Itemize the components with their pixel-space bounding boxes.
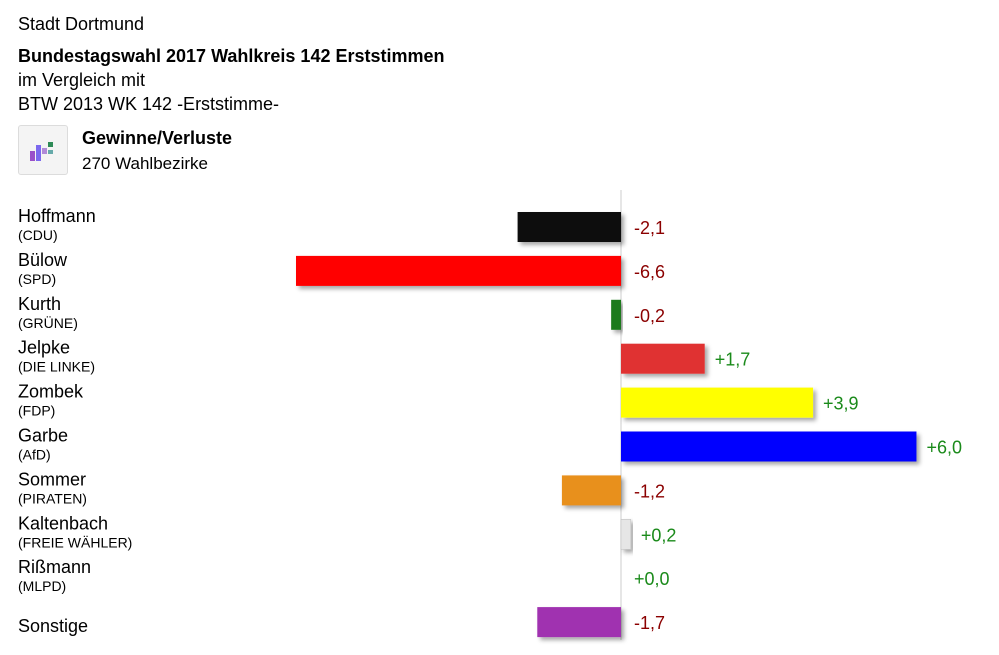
candidate-name: Rißmann	[18, 557, 91, 577]
bar	[621, 431, 917, 462]
value-label: -1,2	[634, 481, 665, 501]
candidate-name: Garbe	[18, 426, 68, 446]
candidate-name: Hoffmann	[18, 206, 96, 226]
page-title: Bundestagswahl 2017 Wahlkreis 142 Erstst…	[18, 46, 445, 66]
legend-title: Gewinne/Verluste	[82, 128, 233, 148]
value-label: -0,2	[634, 306, 665, 326]
candidate-name: Kaltenbach	[18, 513, 108, 533]
city-name: Stadt Dortmund	[18, 14, 145, 34]
bar	[620, 519, 632, 550]
candidate-name: Sommer	[18, 469, 86, 489]
bar-chart-gains-losses-icon[interactable]	[18, 125, 68, 175]
value-label: +1,7	[715, 350, 751, 370]
legend-subtitle: 270 Wahlbezirke	[82, 154, 208, 173]
bar	[517, 212, 621, 242]
candidate-name: Bülow	[18, 250, 68, 270]
value-label: -2,1	[634, 218, 665, 238]
party-label: (SPD)	[18, 271, 56, 287]
bar	[621, 343, 705, 374]
candidate-name: Jelpke	[18, 338, 70, 358]
bar	[296, 255, 621, 286]
bar	[621, 387, 814, 418]
candidate-name: Kurth	[18, 294, 61, 314]
party-label: (FREIE WÄHLER)	[18, 534, 132, 550]
comparison-subtitle: im Vergleich mit	[18, 70, 146, 90]
party-label: (AfD)	[18, 447, 51, 463]
value-label: -1,7	[634, 613, 665, 633]
comparison-election: BTW 2013 WK 142 -Erststimme-	[18, 94, 280, 114]
value-label: +6,0	[926, 438, 962, 458]
bar	[561, 475, 621, 506]
gains-losses-bar-chart: Hoffmann(CDU) -2,1 Bülow(SPD) -6,6 Kurth(GRÜ…	[18, 190, 962, 640]
candidate-name: Sonstige	[18, 616, 88, 636]
value-label: +3,9	[823, 394, 859, 414]
value-label: -6,6	[634, 262, 665, 282]
party-label: (FDP)	[18, 403, 55, 419]
party-label: (GRÜNE)	[18, 314, 78, 331]
candidate-name: Zombek	[18, 382, 84, 402]
party-label: (DIE LINKE)	[18, 359, 95, 375]
bar	[611, 299, 621, 330]
party-label: (PIRATEN)	[18, 490, 87, 506]
bar	[537, 607, 621, 638]
party-label: (MLPD)	[18, 578, 66, 594]
party-label: (CDU)	[18, 227, 58, 243]
value-label: +0,2	[641, 525, 677, 545]
value-label: +0,0	[634, 569, 670, 589]
